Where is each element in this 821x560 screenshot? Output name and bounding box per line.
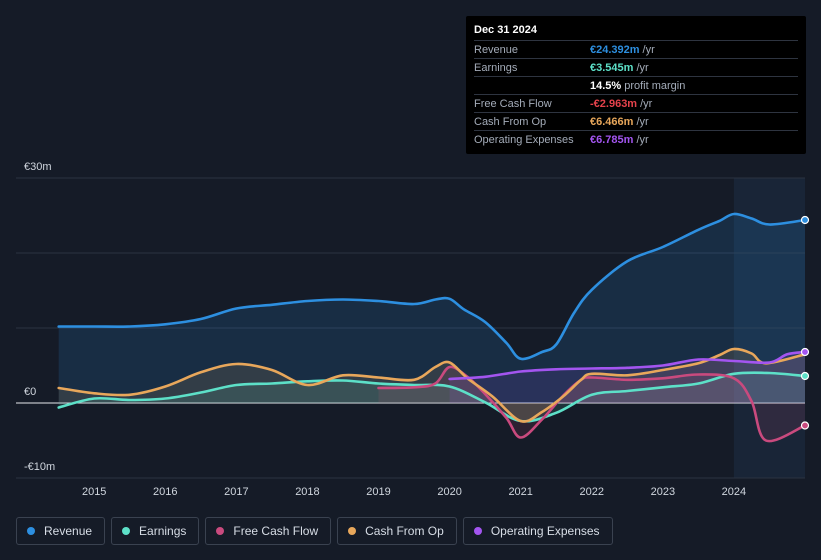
x-tick-label: 2015 <box>82 486 106 498</box>
tooltip-unit: /yr <box>642 43 655 56</box>
x-tick-label: 2021 <box>508 486 532 498</box>
tooltip-value: 14.5% <box>590 79 622 92</box>
tooltip-value: €3.545m <box>590 61 634 74</box>
tooltip-unit: /yr <box>640 97 653 110</box>
y-tick-label: €30m <box>24 161 52 173</box>
x-tick-label: 2022 <box>580 486 604 498</box>
tooltip-unit: /yr <box>636 133 649 146</box>
y-tick-label: €0 <box>24 386 36 398</box>
x-tick-label: 2018 <box>295 486 319 498</box>
x-tick-label: 2019 <box>366 486 390 498</box>
tooltip-row-free-cash-flow: Free Cash Flow -€2.963m/yr <box>474 94 798 112</box>
end-marker-operating-expenses <box>800 347 810 357</box>
legend-item-cash-from-op[interactable]: Cash From Op <box>337 517 457 545</box>
tooltip-label: Operating Expenses <box>474 133 574 146</box>
gridlines <box>16 177 805 479</box>
legend-label: Operating Expenses <box>490 524 600 538</box>
line-operating-expenses <box>448 350 807 381</box>
series-end-markers <box>800 215 810 430</box>
legend-label: Cash From Op <box>365 524 444 538</box>
legend-label: Earnings <box>139 524 187 538</box>
legend-dot-icon <box>348 527 357 535</box>
series-areas <box>58 213 805 442</box>
x-tick-label: 2024 <box>722 486 746 498</box>
legend-item-earnings[interactable]: Earnings <box>111 517 200 545</box>
tooltip-row-profit-margin: 14.5% profit margin <box>474 76 798 94</box>
area-revenue <box>58 213 805 403</box>
series-lines <box>57 212 807 443</box>
legend-label: Free Cash Flow <box>233 524 319 538</box>
tooltip-unit: /yr <box>636 115 649 128</box>
legend-label: Revenue <box>44 524 93 538</box>
legend-dot-icon <box>122 527 131 535</box>
x-axis-labels: 2015 2016 2017 2018 2019 2020 2021 2022 2023 2024 <box>82 486 746 498</box>
end-marker-free-cash-flow <box>800 421 810 430</box>
legend-dot-icon <box>27 527 35 535</box>
tooltip-unit: profit margin <box>624 79 686 92</box>
x-tick-label: 2017 <box>224 486 248 498</box>
tooltip-unit: /yr <box>636 61 649 74</box>
tooltip-date: Dec 31 2024 <box>474 24 537 36</box>
chart-legend: Revenue Earnings Free Cash Flow Cash From O… <box>16 517 613 545</box>
area-free-cash-flow <box>378 366 805 442</box>
tooltip-row-cash-from-op: Cash From Op €6.466m/yr <box>474 112 798 130</box>
tooltip-value: €6.466m <box>590 115 634 128</box>
tooltip-label: Cash From Op <box>474 115 547 128</box>
tooltip-value: €6.785m <box>590 133 634 146</box>
tooltip-label: Free Cash Flow <box>474 97 552 110</box>
tooltip-row-operating-expenses: Operating Expenses €6.785m/yr <box>474 130 798 148</box>
tooltip-row-revenue: Revenue €24.392m/yr <box>474 40 798 58</box>
tooltip-rows: Revenue €24.392m/yr Earnings €3.545m/yr 14.5… <box>474 40 798 148</box>
tooltip-label: Earnings <box>474 61 518 74</box>
x-tick-label: 2020 <box>437 486 461 498</box>
x-tick-label: 2016 <box>153 486 177 498</box>
data-tooltip: Dec 31 2024 Revenue €24.392m/yr Earnings €3… <box>466 16 806 154</box>
area-operating-expenses <box>449 352 805 403</box>
legend-item-free-cash-flow[interactable]: Free Cash Flow <box>205 517 332 545</box>
end-marker-revenue <box>800 215 810 225</box>
legend-dot-icon <box>216 527 225 535</box>
x-tick-label: 2023 <box>651 486 675 498</box>
tooltip-value: -€2.963m <box>590 97 638 110</box>
legend-dot-icon <box>473 527 482 535</box>
tooltip-value: €24.392m <box>590 43 640 56</box>
tooltip-label: Revenue <box>474 43 519 56</box>
y-tick-label: -€10m <box>24 461 55 473</box>
y-axis-labels: €30m €0 -€10m <box>24 161 55 473</box>
legend-item-revenue[interactable]: Revenue <box>16 517 106 545</box>
end-marker-earnings <box>800 371 810 381</box>
tooltip-row-earnings: Earnings €3.545m/yr <box>474 58 798 76</box>
legend-item-operating-expenses[interactable]: Operating Expenses <box>462 517 613 545</box>
line-revenue <box>57 212 807 361</box>
